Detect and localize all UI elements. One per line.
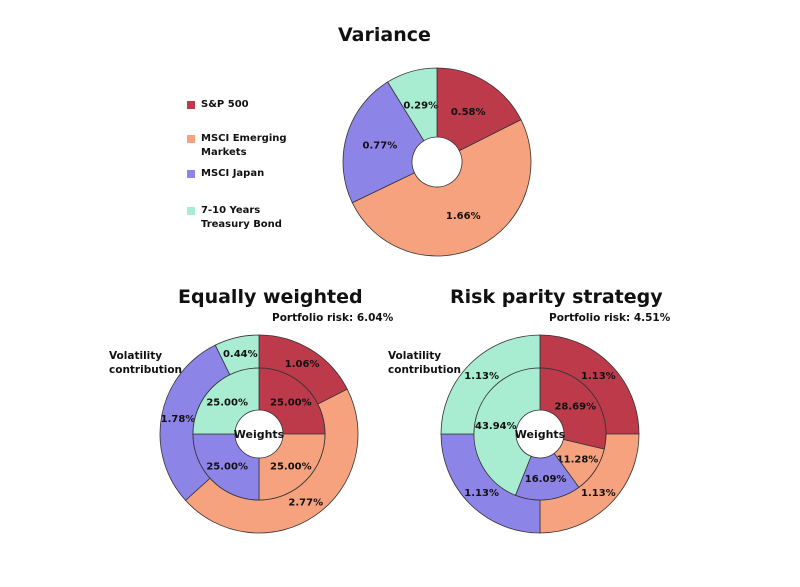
- equal-portfolio-risk: Portfolio risk: 6.04%: [272, 312, 394, 324]
- equal-volatility-label: Volatility contribution: [109, 350, 183, 376]
- equal-inner-slice-treasury: [192, 367, 260, 435]
- equal-outer-label-japan: 1.78%: [161, 414, 196, 425]
- legend-item-sp500: S&P 500: [187, 98, 326, 112]
- legend-item-treasury: 7-10 Years Treasury Bond: [187, 204, 311, 232]
- legend-item-japan: MSCI Japan: [187, 167, 326, 181]
- variance-label-japan: 0.77%: [363, 141, 398, 152]
- legend-item-emerging: MSCI Emerging Markets: [187, 132, 296, 160]
- equal-inner-slice-japan: [192, 433, 260, 501]
- parity-portfolio-risk: Portfolio risk: 4.51%: [549, 312, 671, 324]
- legend-swatch: [187, 170, 195, 178]
- parity-outer-label-emerging: 1.13%: [581, 488, 616, 499]
- variance-title: Variance: [338, 24, 431, 46]
- equal-inner-label-japan: 25.00%: [206, 461, 248, 472]
- parity-center-label: Weights: [515, 428, 566, 441]
- equal-inner-label-sp500: 25.00%: [270, 398, 312, 409]
- legend-label: MSCI Japan: [201, 168, 265, 179]
- parity-volatility-label: Volatility contribution: [388, 350, 462, 376]
- parity-outer-label-japan: 1.13%: [464, 488, 499, 499]
- legend-swatch: [187, 207, 195, 215]
- parity-inner-label-japan: 16.09%: [525, 474, 567, 485]
- variance-label-sp500: 0.58%: [451, 107, 486, 118]
- parity-inner-label-emerging: 11.28%: [557, 454, 599, 465]
- parity-outer-label-sp500: 1.13%: [581, 371, 616, 382]
- equal-center-label: Weights: [234, 428, 285, 441]
- equal-inner-label-treasury: 25.00%: [206, 398, 248, 409]
- equal-inner-slice-sp500: [258, 367, 326, 435]
- legend-swatch: [187, 135, 195, 143]
- parity-title: Risk parity strategy: [450, 286, 663, 308]
- variance-label-emerging: 1.66%: [446, 211, 481, 222]
- legend-label: S&P 500: [201, 99, 249, 110]
- variance-slice-japan: [342, 81, 425, 204]
- equal-inner-slice-emerging: [258, 433, 326, 501]
- parity-outer-label-treasury: 1.13%: [464, 371, 499, 382]
- parity-inner-slice-treasury: [473, 367, 541, 496]
- equal-title: Equally weighted: [178, 286, 363, 308]
- variance-slice-emerging: [351, 119, 532, 257]
- equal-outer-label-emerging: 2.77%: [288, 497, 323, 508]
- legend-swatch: [187, 101, 195, 109]
- variance-label-treasury: 0.29%: [403, 100, 438, 111]
- parity-inner-label-sp500: 28.69%: [554, 402, 596, 413]
- legend-label: 7-10 Years Treasury Bond: [201, 205, 282, 230]
- equal-outer-label-treasury: 0.44%: [223, 349, 258, 360]
- equal-inner-label-emerging: 25.00%: [270, 461, 312, 472]
- equal-outer-label-sp500: 1.06%: [285, 359, 320, 370]
- parity-inner-label-treasury: 43.94%: [475, 421, 517, 432]
- parity-inner-slice-sp500: [539, 367, 607, 450]
- variance-slice-treasury: [387, 67, 438, 142]
- legend-label: MSCI Emerging Markets: [201, 133, 287, 158]
